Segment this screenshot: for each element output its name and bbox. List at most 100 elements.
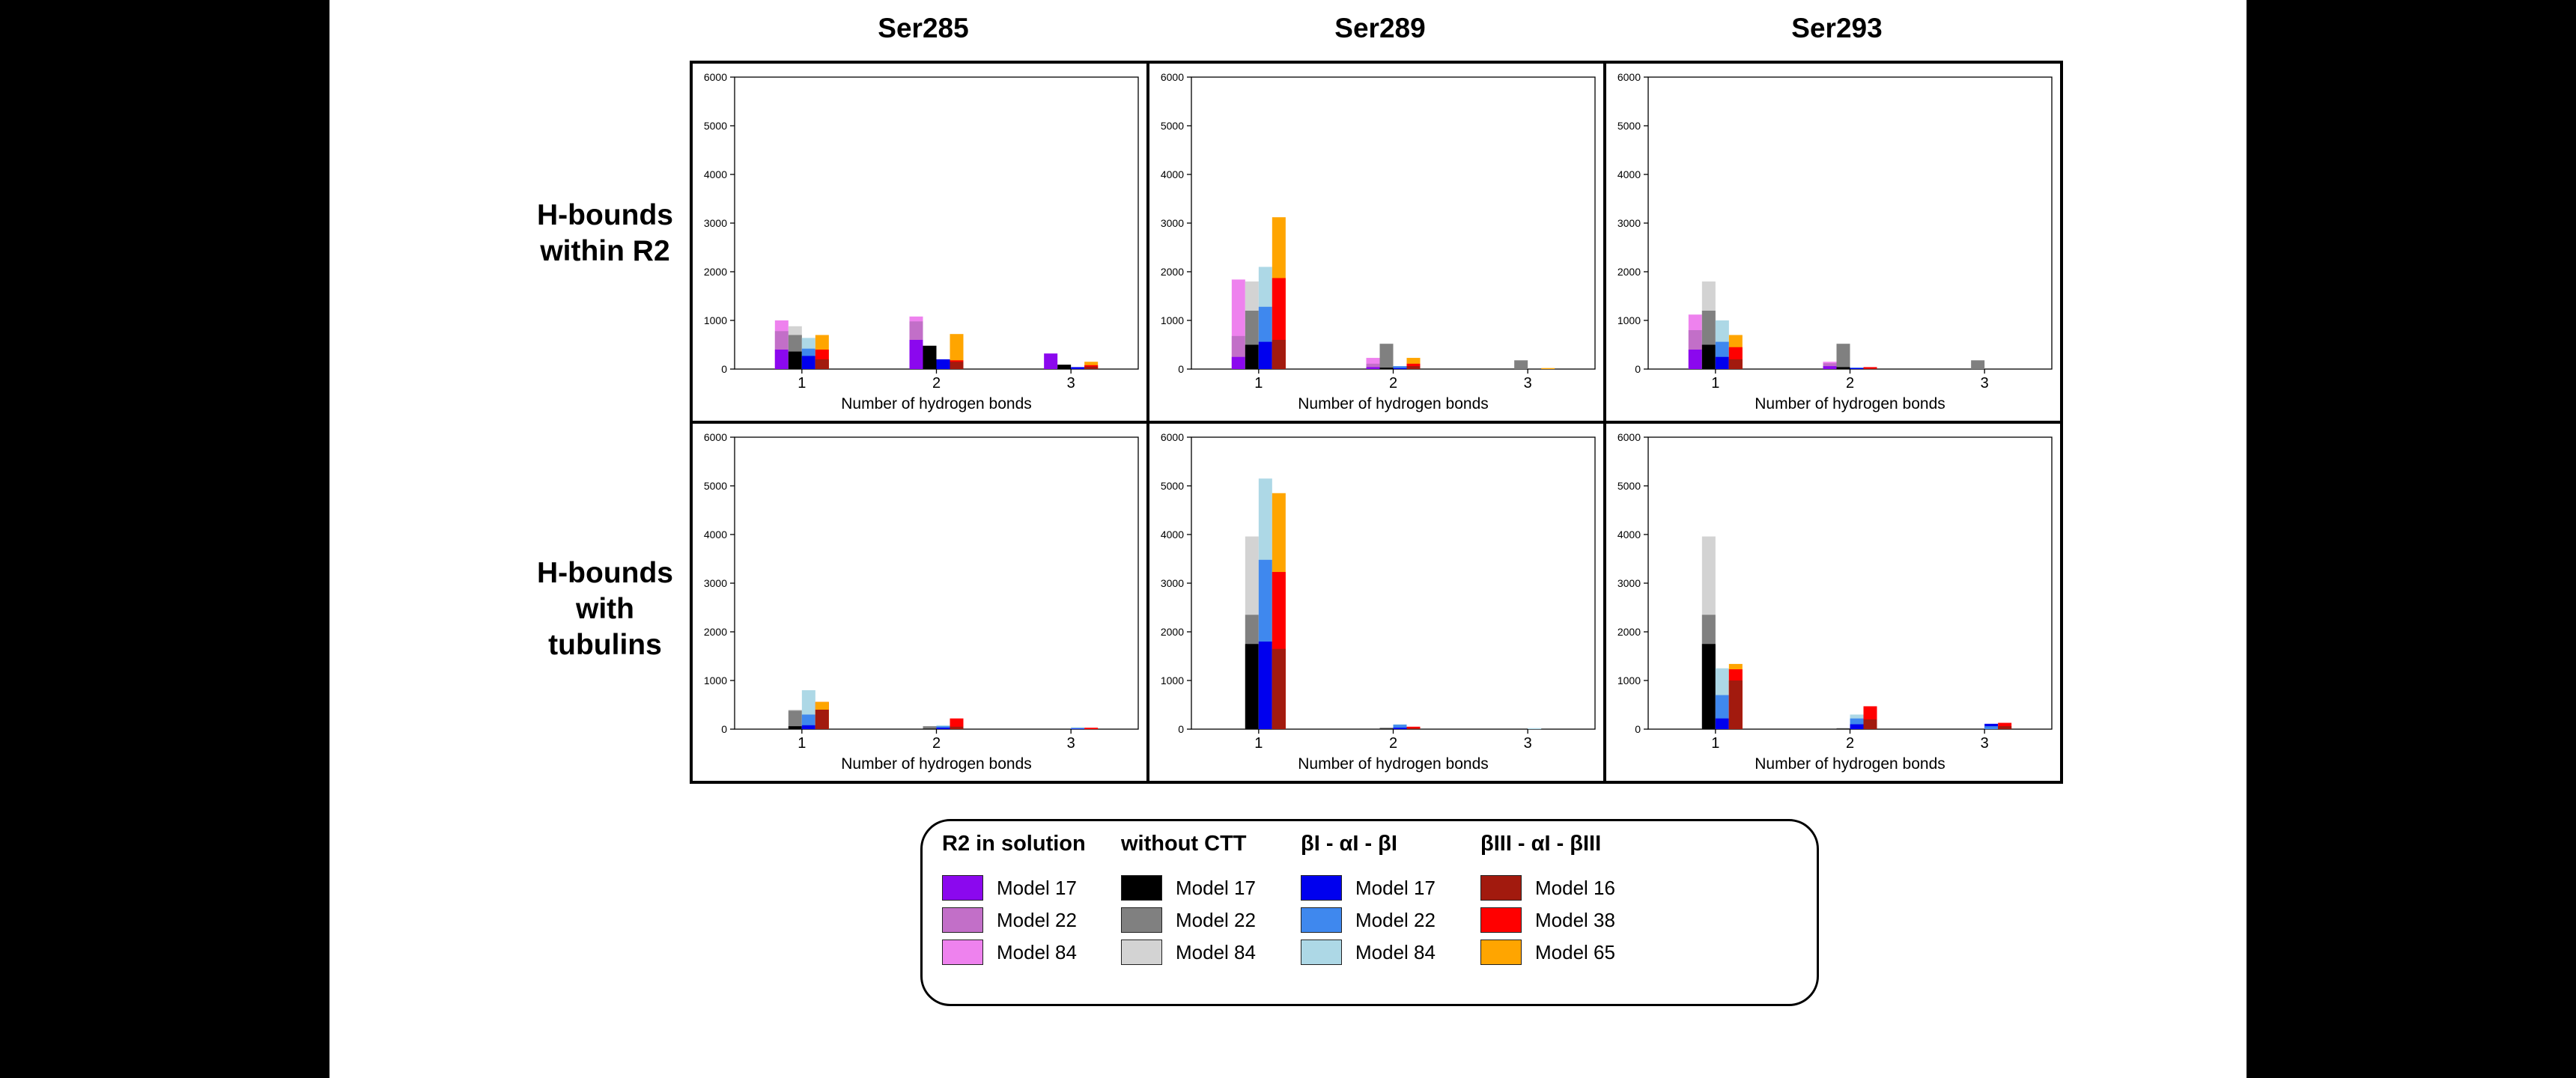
legend-item: Model 16 [1480,875,1615,901]
bar-bI_m17-x1 [1715,718,1729,729]
bar-bI_m17-x2 [936,359,950,369]
bar-bI_m17-x3 [1071,728,1085,729]
bar-nc_m22-x3 [1971,360,1985,369]
bar-bIII_m16-x1 [815,359,829,369]
bar-nc_m17-x2 [923,728,937,729]
bar-nc_m22-x3 [1514,360,1528,369]
legend-swatch [1301,875,1342,901]
y-tick-label: 5000 [1617,480,1641,492]
bar-r2_m17-x2 [1823,366,1837,369]
bar-bI_m84-x3 [1528,728,1542,729]
y-tick-label: 6000 [704,431,727,443]
x-axis-label: Number of hydrogen bonds [1755,755,1945,773]
bar-r2_m17-x2 [1366,367,1380,369]
chart-panel-1-1: 0 1000 2000 3000 4000 5000 6000 1 2 3 Number of hy… [1161,431,1596,773]
row-title-with-tubulins-line3: tubulins [548,629,662,661]
bar-bI_m17-x2 [936,728,950,729]
y-tick-label: 3000 [1617,577,1641,589]
bar-nc_m17-x1 [1701,644,1716,729]
bar-nc_m17-x2 [1836,728,1850,729]
legend-item-label: Model 17 [1176,876,1256,899]
bar-nc_m17-x3 [1057,365,1072,369]
legend-item: Model 84 [1301,940,1436,965]
column-title-ser289: Ser289 [1334,13,1425,43]
x-tick-label: 2 [1846,735,1854,752]
legend-item-label: Model 22 [997,908,1077,931]
bar-nc_m22-x2 [923,726,937,729]
bar-nc_m17-x2 [1379,368,1394,369]
bar-bIII_m16-x2 [1863,368,1877,369]
y-tick-label: 5000 [704,120,727,132]
y-tick-label: 1000 [704,674,727,686]
bar-bIII_m16-x2 [1406,366,1421,369]
x-tick-label: 2 [1389,375,1397,392]
bar-bI_m17-x1 [801,725,815,729]
x-tick-label: 3 [1067,735,1075,752]
chart-panel-1-0: 0 1000 2000 3000 4000 5000 6000 1 2 3 Number of hy… [704,431,1139,773]
bar-r2_m17-x1 [1231,356,1245,369]
figure-canvas: Ser285 Ser289 Ser293 H-bounds within R2 … [537,13,2063,784]
bar-bIII_m16-x1 [1272,340,1286,369]
figure-page: Ser285 Ser289 Ser293 H-bounds within R2 … [329,0,2247,1078]
legend-item-label: Model 17 [1355,876,1436,899]
bar-bI_m17-x1 [1258,341,1272,369]
x-tick-label: 1 [798,735,806,752]
chart-panel-1-2: 0 1000 2000 3000 4000 5000 6000 1 2 3 Number of hy… [1617,431,2053,773]
x-tick-label: 2 [932,375,941,392]
bar-bIII_m38-x2 [950,718,964,729]
y-tick-label: 4000 [1617,529,1641,540]
y-tick-label: 6000 [1617,431,1641,443]
x-axis-label: Number of hydrogen bonds [841,395,1032,412]
legend-item: Model 17 [1121,875,1256,901]
bar-bIII_m38-x2 [1406,726,1421,729]
y-tick-label: 2000 [1617,266,1641,278]
legend-group-title: βI - αI - βI [1301,832,1397,856]
legend-group: R2 in solution Model 17 Model 22 Model 84 [942,832,1086,965]
bar-nc_m17-x1 [1245,644,1259,729]
bar-bI_m22-x2 [1393,725,1407,729]
y-tick-label: 0 [1178,363,1184,375]
bar-nc_m22-x2 [1379,728,1394,729]
y-tick-label: 6000 [704,71,727,83]
legend-item: Model 84 [942,940,1077,965]
x-tick-label: 1 [1711,375,1719,392]
y-tick-label: 5000 [1161,480,1184,492]
y-tick-label: 1000 [704,314,727,326]
bar-bI_m17-x1 [801,356,815,369]
bar-bI_m17-x1 [1258,642,1272,729]
x-axis-label: Number of hydrogen bonds [841,755,1032,773]
legend-swatch [1480,875,1522,901]
bar-bIII_m16-x2 [1863,719,1877,729]
legend-swatch [1480,907,1522,933]
legend-item: Model 38 [1480,907,1615,933]
bar-bIII_m65-x3 [1541,368,1555,369]
y-tick-label: 5000 [704,480,727,492]
bar-bI_m22-x2 [1393,366,1407,369]
bar-nc_m17-x1 [1245,344,1259,369]
x-tick-label: 2 [1389,735,1397,752]
legend-item-label: Model 84 [1355,940,1436,963]
y-tick-label: 0 [1178,723,1184,735]
y-tick-label: 6000 [1161,71,1184,83]
y-tick-label: 0 [1635,723,1641,735]
x-tick-label: 1 [798,375,806,392]
legend-item-label: Model 65 [1535,940,1615,963]
column-title-ser293: Ser293 [1791,13,1882,43]
legend-item: Model 17 [1301,875,1436,901]
bar-bIII_m16-x2 [1406,728,1421,729]
y-tick-label: 1000 [1617,314,1641,326]
bar-bIII_m16-x1 [815,710,829,729]
bar-bI_m17-x2 [1850,368,1864,369]
y-tick-label: 4000 [1161,529,1184,540]
legend-swatch [942,907,983,933]
bar-bI_m17-x2 [1850,724,1864,729]
y-tick-label: 5000 [1617,120,1641,132]
y-tick-label: 4000 [704,529,727,540]
x-tick-label: 3 [1524,375,1532,392]
bar-bIII_m16-x1 [1728,359,1743,369]
y-tick-label: 3000 [704,577,727,589]
bar-r2_m17-x1 [774,350,789,369]
y-tick-label: 5000 [1161,120,1184,132]
bar-bIII_m16-x2 [950,362,964,369]
y-tick-label: 3000 [704,217,727,229]
